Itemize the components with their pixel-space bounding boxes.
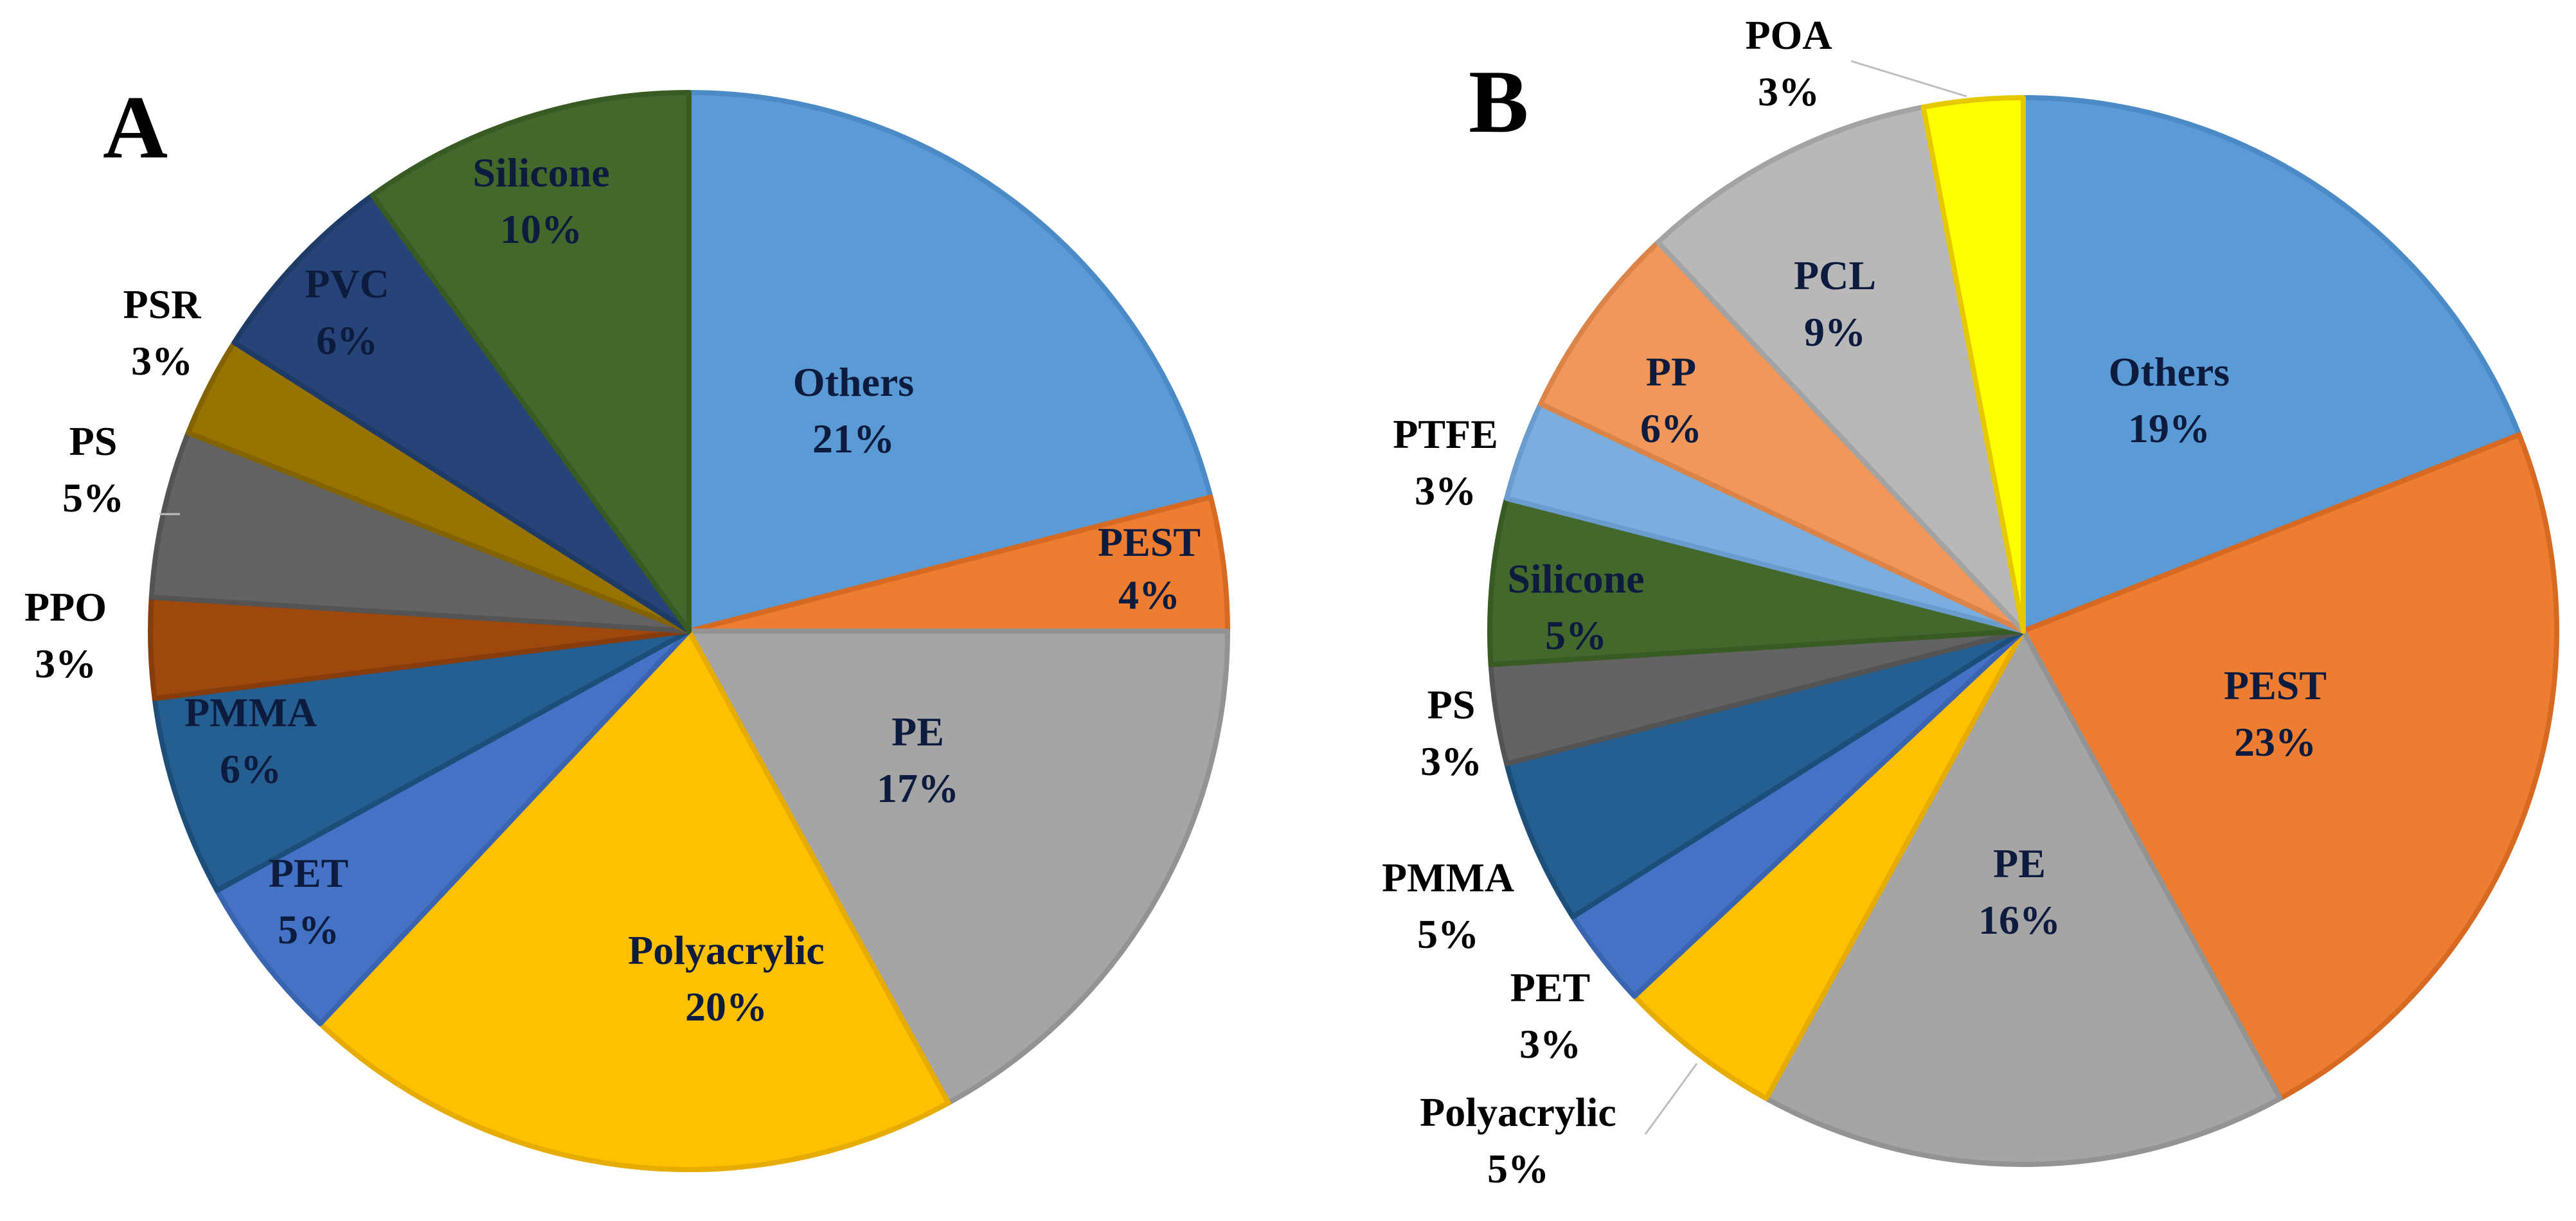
slice-label-pmma: PMMA — [1382, 855, 1514, 900]
slice-value-ps: 5% — [62, 475, 124, 521]
slice-value-others: 19% — [2128, 406, 2210, 451]
slice-value-pmma: 5% — [1417, 911, 1479, 957]
slice-value-pet: 3% — [1519, 1021, 1581, 1067]
pie-slice-others — [686, 90, 1213, 634]
slice-label-others: Others — [2109, 349, 2230, 395]
slice-label-ptfe: PTFE — [1393, 411, 1498, 457]
slice-value-pet: 5% — [278, 907, 339, 952]
pie-slice-pp — [1538, 240, 2026, 634]
pie-slice-pcl — [1655, 104, 2026, 634]
panel-label-a: A — [103, 78, 168, 177]
slice-value-pe: 16% — [1978, 897, 2061, 943]
slice-value-silicone: 5% — [1545, 612, 1607, 658]
slice-label-ppo: PPO — [24, 584, 107, 630]
slice-label-polyacrylic: Polyacrylic — [628, 927, 825, 973]
slice-value-pcl: 9% — [1804, 309, 1866, 355]
slice-label-psr: PSR — [123, 281, 202, 327]
slice-value-pp: 6% — [1640, 406, 1702, 451]
leader-line-poa — [1850, 60, 1967, 98]
slice-label-silicone: Silicone — [472, 150, 609, 195]
slice-value-pest: 4% — [1118, 572, 1180, 618]
slice-value-others: 21% — [812, 416, 895, 461]
slice-label-polyacrylic: Polyacrylic — [1420, 1089, 1616, 1135]
slice-value-poa: 3% — [1758, 69, 1820, 114]
slice-label-pe: PE — [1993, 841, 2046, 886]
pie-slice-pest — [686, 494, 1230, 634]
slice-label-pcl: PCL — [1794, 253, 1876, 298]
slice-value-ptfe: 3% — [1415, 468, 1476, 513]
slice-label-silicone: Silicone — [1507, 556, 1644, 602]
leader-line-polyacrylic — [1644, 1063, 1698, 1135]
slice-label-pet: PET — [269, 850, 348, 896]
pie-chart-a: Others 21% PEST 4% PE 17% Polyacrylic 20% PET 5% P… — [24, 90, 1230, 1172]
pie-slice-others — [2021, 95, 2522, 634]
pie-slice-pvc — [231, 193, 692, 634]
pie-slice-silicone — [1487, 495, 2026, 668]
pie-slice-pet — [214, 628, 692, 1026]
slice-value-pvc: 6% — [316, 317, 378, 363]
slice-label-pvc: PVC — [305, 261, 389, 307]
slice-value-ps: 3% — [1420, 738, 1482, 784]
slice-label-pest: PEST — [2224, 663, 2327, 708]
slice-value-pe: 17% — [877, 765, 959, 811]
slice-label-poa: POA — [1745, 12, 1832, 58]
slice-label-pet: PET — [1510, 965, 1590, 1010]
pie-slice-pmma — [152, 628, 692, 893]
slice-value-psr: 3% — [131, 338, 193, 384]
pie-chart-b: Others 19% PEST 23% PE 16% Polyacrylic 5% PET 3% P… — [1382, 12, 2559, 1191]
slice-label-pest: PEST — [1098, 519, 1201, 565]
slice-label-ps: PS — [69, 418, 118, 464]
slice-value-polyacrylic: 20% — [685, 984, 767, 1029]
slice-label-pp: PP — [1646, 349, 1696, 395]
pie-slice-pe — [686, 628, 1230, 1106]
pie-slice-silicone — [370, 90, 692, 634]
slice-value-pmma: 6% — [220, 746, 282, 792]
slice-value-pest: 23% — [2234, 719, 2316, 765]
slice-label-pmma: PMMA — [184, 690, 317, 735]
slice-value-ppo: 3% — [35, 641, 96, 686]
pie-slice-pe — [1764, 628, 2283, 1167]
pie-slice-polyacrylic — [1632, 628, 2026, 1101]
pie-slice-pest — [2021, 432, 2559, 1101]
slice-value-silicone: 10% — [500, 206, 582, 252]
pie-slice-pmma — [1504, 628, 2026, 920]
pie-slice-polyacrylic — [318, 628, 951, 1172]
pie-slice-poa — [1920, 95, 2026, 634]
slice-label-ps: PS — [1427, 682, 1476, 727]
slice-label-others: Others — [793, 359, 914, 405]
slice-value-polyacrylic: 5% — [1487, 1146, 1549, 1191]
panel-label-b: B — [1469, 52, 1528, 152]
slice-label-pe: PE — [891, 709, 944, 754]
